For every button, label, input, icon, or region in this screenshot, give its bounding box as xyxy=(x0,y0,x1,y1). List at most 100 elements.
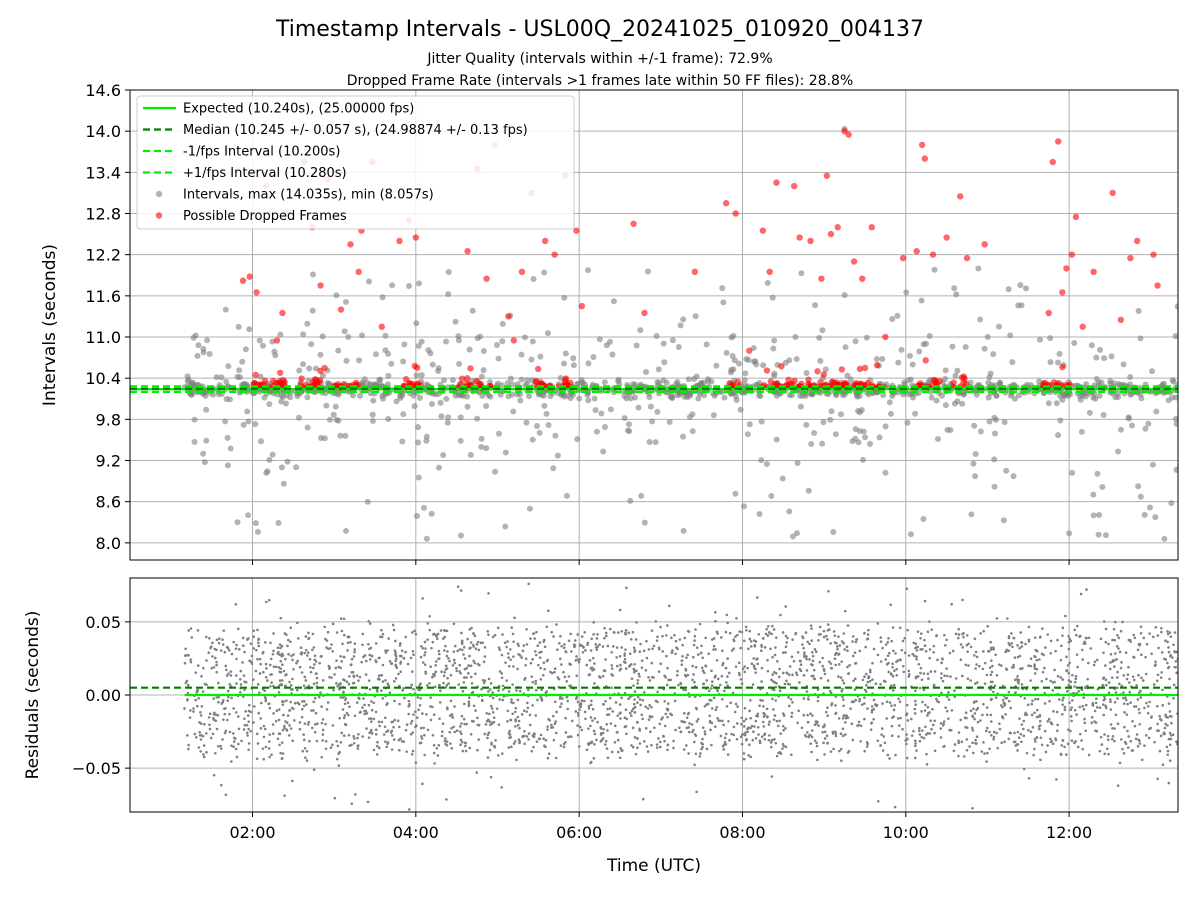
residual-point xyxy=(761,699,764,702)
residual-point xyxy=(465,722,468,726)
dropped-frame-point xyxy=(239,277,247,284)
residual-point xyxy=(1099,735,1103,739)
residual-point xyxy=(879,636,883,639)
residual-point xyxy=(636,721,639,724)
residual-point xyxy=(509,735,512,739)
residual-point xyxy=(469,732,473,736)
interval-point xyxy=(991,483,998,490)
interval-point xyxy=(1149,368,1156,375)
residual-point xyxy=(582,699,586,703)
residual-point xyxy=(295,661,298,665)
interval-point xyxy=(695,395,702,402)
residual-point xyxy=(987,649,991,653)
interval-point xyxy=(319,333,326,340)
residual-point xyxy=(372,717,376,721)
residual-point xyxy=(1164,639,1167,643)
residual-point xyxy=(336,744,340,748)
residual-point xyxy=(894,652,897,655)
interval-point xyxy=(633,342,640,349)
residual-point xyxy=(291,677,294,681)
residual-point xyxy=(321,739,324,742)
interval-point xyxy=(369,418,376,425)
interval-point xyxy=(867,440,874,447)
residual-point xyxy=(731,691,735,695)
residual-point xyxy=(1159,734,1163,738)
residual-point xyxy=(211,655,214,658)
residual-point xyxy=(224,664,228,668)
interval-point xyxy=(536,429,543,436)
residual-point xyxy=(928,711,931,714)
residual-point xyxy=(1098,749,1102,753)
residual-point xyxy=(312,682,316,686)
residual-point xyxy=(510,698,513,701)
residual-point xyxy=(951,649,955,653)
residual-point xyxy=(254,669,258,673)
residual-point xyxy=(1038,658,1041,661)
residual-point xyxy=(281,654,285,657)
residual-point xyxy=(415,716,419,720)
residual-point xyxy=(913,707,917,711)
residual-point xyxy=(470,682,474,685)
residual-point xyxy=(302,733,305,736)
interval-point xyxy=(349,392,356,399)
residual-point xyxy=(743,665,746,668)
residual-point xyxy=(310,709,313,712)
interval-point xyxy=(452,392,459,399)
residual-point xyxy=(888,651,891,655)
residual-point xyxy=(361,632,365,636)
residual-point xyxy=(444,644,447,648)
residual-point xyxy=(950,602,953,606)
residual-point xyxy=(890,639,893,643)
residual-point xyxy=(709,687,713,690)
residual-point xyxy=(402,687,405,690)
residual-point xyxy=(832,630,836,633)
residual-point xyxy=(263,689,267,693)
interval-point xyxy=(237,374,244,381)
interval-point xyxy=(478,373,485,380)
residual-point xyxy=(933,719,936,723)
residual-point xyxy=(419,726,423,730)
residual-point xyxy=(1035,667,1039,671)
residual-point xyxy=(736,705,739,708)
residual-point xyxy=(748,743,751,747)
residual-point xyxy=(727,671,731,675)
interval-point xyxy=(779,475,786,482)
residual-point xyxy=(624,648,627,651)
interval-point xyxy=(510,408,517,415)
interval-point xyxy=(200,345,207,352)
residual-point xyxy=(558,641,561,645)
residual-point xyxy=(576,700,580,704)
residual-point xyxy=(1113,739,1116,743)
residual-point xyxy=(459,672,462,675)
residual-point xyxy=(432,633,435,636)
residual-point xyxy=(486,756,490,759)
residual-point xyxy=(433,762,436,765)
residual-point xyxy=(853,688,857,691)
residual-point xyxy=(665,683,669,687)
residual-point xyxy=(451,664,455,667)
interval-point xyxy=(435,365,442,372)
residual-point xyxy=(880,727,884,730)
residual-point xyxy=(892,649,895,653)
residual-point xyxy=(297,637,300,640)
residual-point xyxy=(863,702,866,705)
residual-point xyxy=(1061,713,1064,716)
residual-point xyxy=(736,633,739,637)
residual-point xyxy=(576,711,580,715)
interval-point xyxy=(986,374,993,381)
residual-point xyxy=(1124,696,1127,699)
residual-point xyxy=(501,633,504,636)
residual-point xyxy=(606,707,609,711)
residual-point xyxy=(503,641,507,645)
residual-point xyxy=(1114,652,1117,655)
residual-point xyxy=(745,628,748,632)
residual-point xyxy=(747,754,750,757)
residual-point xyxy=(494,739,497,742)
residual-point xyxy=(808,658,811,661)
residual-point xyxy=(284,720,287,723)
residual-point xyxy=(1046,744,1049,747)
residual-point xyxy=(638,650,642,653)
residual-point xyxy=(971,751,975,755)
residual-point xyxy=(851,700,855,703)
